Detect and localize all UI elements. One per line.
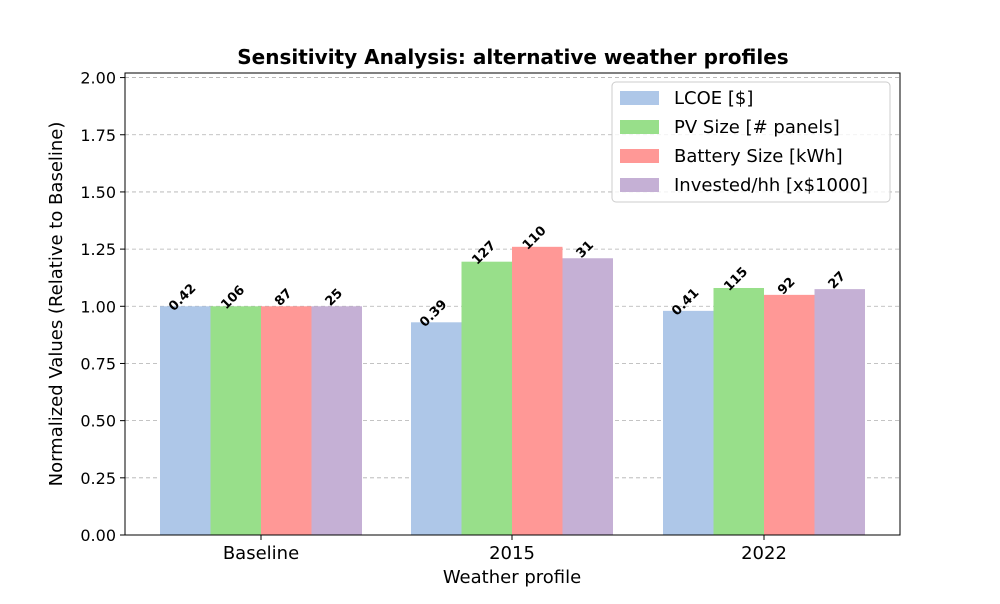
bar: [411, 322, 462, 535]
bar: [512, 246, 563, 535]
legend-label: Invested/hh [x$1000]: [674, 175, 868, 196]
bar: [764, 294, 815, 535]
legend-box: [611, 81, 891, 203]
x-tick-label: Baseline: [223, 543, 299, 564]
bar: [160, 306, 211, 535]
bar: [311, 306, 362, 535]
x-axis: Baseline 2015 2022: [223, 535, 787, 564]
bar-value-label: 92: [775, 275, 798, 298]
y-tick-label: 1.25: [80, 240, 116, 259]
y-tick-label: 0.00: [80, 526, 116, 545]
bar: [713, 287, 764, 535]
chart-title: Sensitivity Analysis: alternative weathe…: [237, 45, 788, 69]
bar: [814, 289, 865, 535]
y-tick-label: 1.00: [80, 297, 116, 316]
legend-swatch: [620, 178, 659, 192]
bar: [210, 306, 261, 535]
bar-value-label: 27: [826, 269, 849, 292]
y-tick-label: 0.75: [80, 354, 116, 373]
bar: [261, 306, 312, 535]
bar-value-label: 31: [574, 238, 597, 261]
bar: [562, 258, 613, 535]
bar: [461, 261, 512, 535]
x-tick-label: 2022: [741, 543, 787, 564]
y-tick-label: 1.75: [80, 126, 116, 145]
legend-swatch: [620, 149, 659, 163]
y-tick-label: 0.25: [80, 469, 116, 488]
x-axis-label: Weather profile: [443, 567, 581, 588]
y-axis-label: Normalized Values (Relative to Baseline): [46, 122, 67, 487]
y-tick-label: 1.50: [80, 183, 116, 202]
y-tick-label: 0.50: [80, 412, 116, 431]
legend-swatch: [620, 91, 659, 105]
y-axis: 0.00 0.25 0.50 0.75 1.00 1.25 1.50 1.75 2.00: [80, 69, 125, 545]
x-tick-label: 2015: [489, 543, 535, 564]
y-tick-label: 2.00: [80, 69, 116, 88]
legend-label: PV Size [# panels]: [674, 117, 840, 138]
legend: LCOE [$] PV Size [# panels] Battery Size […: [611, 81, 891, 203]
legend-label: Battery Size [kWh]: [674, 146, 843, 167]
legend-label: LCOE [$]: [674, 88, 753, 109]
bars: [160, 246, 865, 535]
bar: [663, 310, 714, 535]
legend-swatch: [620, 120, 659, 134]
